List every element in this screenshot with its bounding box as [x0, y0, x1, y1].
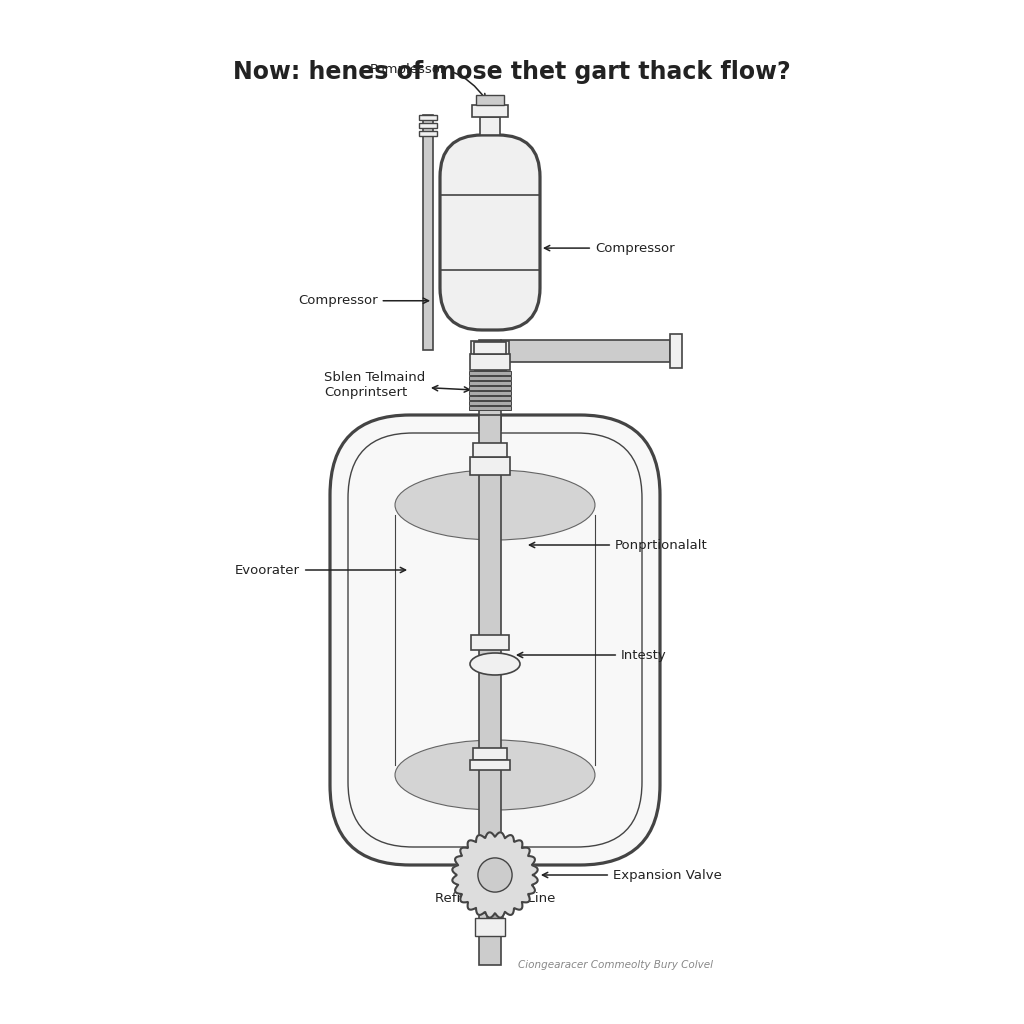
Bar — [469, 371, 511, 375]
Polygon shape — [453, 833, 538, 918]
Text: Evoorater: Evoorater — [234, 563, 406, 577]
Bar — [480, 117, 500, 135]
Bar — [469, 381, 511, 385]
Bar — [476, 95, 504, 105]
Bar — [501, 340, 670, 362]
Bar — [469, 401, 511, 406]
Circle shape — [478, 858, 512, 892]
Bar — [479, 340, 501, 430]
Bar — [469, 376, 511, 380]
Text: Sblen Telmaind
Conprintsert: Sblen Telmaind Conprintsert — [324, 371, 470, 399]
FancyArrow shape — [482, 880, 508, 936]
Bar — [475, 918, 505, 936]
Bar — [470, 760, 510, 770]
Bar — [670, 334, 682, 368]
Bar — [471, 635, 509, 650]
Bar — [474, 355, 506, 370]
Ellipse shape — [395, 470, 595, 540]
Text: Refriclamest) Line: Refriclamest) Line — [435, 892, 555, 905]
Bar — [419, 115, 437, 120]
Bar — [470, 354, 510, 370]
Bar — [479, 415, 501, 965]
Text: Ponprtionalalt: Ponprtionalalt — [529, 539, 708, 552]
Bar — [419, 131, 437, 136]
FancyBboxPatch shape — [440, 135, 540, 330]
Ellipse shape — [470, 653, 520, 675]
Text: Intesty: Intesty — [517, 648, 667, 662]
Bar — [469, 391, 511, 395]
Bar — [469, 386, 511, 390]
Bar — [419, 123, 437, 128]
Bar — [471, 341, 509, 355]
Text: Compressor: Compressor — [298, 294, 428, 307]
Bar — [473, 443, 507, 457]
Ellipse shape — [395, 740, 595, 810]
Text: Pomplessor: Pomplessor — [370, 63, 485, 99]
Text: Now: henes of mose thet gart thack flow?: Now: henes of mose thet gart thack flow? — [233, 60, 791, 84]
Bar — [469, 396, 511, 400]
Bar — [470, 457, 510, 475]
Text: Ciongearacer Commeolty Bury Colvel: Ciongearacer Commeolty Bury Colvel — [517, 961, 713, 970]
FancyBboxPatch shape — [330, 415, 660, 865]
Text: Compressor: Compressor — [545, 242, 675, 255]
Bar — [423, 115, 433, 350]
Bar — [473, 748, 507, 760]
Bar — [469, 406, 511, 410]
Bar — [474, 342, 506, 354]
Bar — [472, 105, 508, 117]
Text: Expansion Valve: Expansion Valve — [543, 868, 722, 882]
